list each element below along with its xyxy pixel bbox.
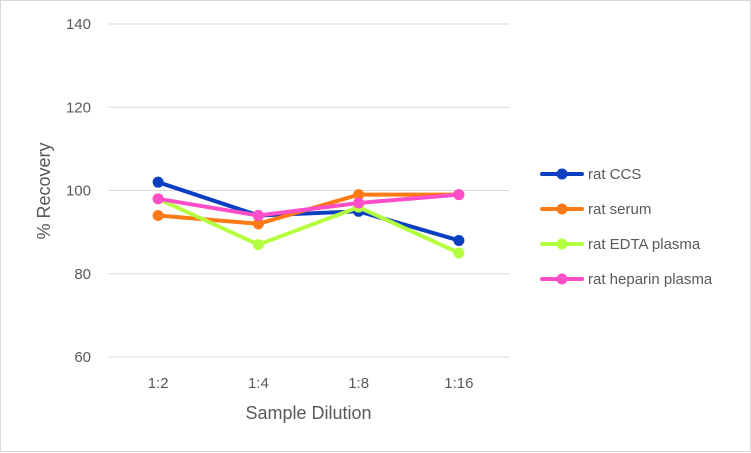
data-point [152, 176, 164, 188]
data-point [453, 234, 465, 246]
y-axis-title: % Recovery [34, 142, 54, 239]
legend-swatch-marker [556, 238, 568, 250]
legend-item: rat heparin plasma [540, 271, 713, 288]
y-tick-label: 60 [74, 349, 91, 366]
legend-swatch-marker [556, 203, 568, 215]
series-rat-edta-plasma [152, 193, 465, 259]
y-axis-ticks: 60 80 100 120 140 [66, 16, 91, 366]
x-tick-label: 1:2 [148, 375, 169, 392]
legend-label: rat CCS [588, 166, 641, 183]
series-line [156, 196, 461, 255]
legend-item: rat EDTA plasma [540, 236, 701, 253]
data-point [252, 218, 264, 230]
legend-item: rat serum [540, 201, 651, 218]
data-point [252, 239, 264, 251]
legend-swatch-marker [556, 273, 568, 285]
y-tick-label: 140 [66, 16, 91, 33]
legend-label: rat EDTA plasma [588, 236, 701, 253]
series-rat-heparin-plasma [152, 189, 465, 221]
data-point [252, 209, 264, 221]
x-tick-label: 1:16 [444, 375, 473, 392]
legend-swatch-marker [556, 168, 568, 180]
x-tick-label: 1:8 [348, 375, 369, 392]
x-axis-title: Sample Dilution [245, 403, 371, 423]
y-tick-label: 100 [66, 183, 91, 200]
series-group [152, 176, 465, 259]
y-tick-label: 80 [74, 266, 91, 283]
series-line [156, 192, 461, 218]
data-point [353, 197, 365, 209]
legend: rat CCS rat serum rat EDTA plasma rat hepar… [540, 166, 713, 288]
x-tick-label: 1:4 [248, 375, 269, 392]
x-axis-ticks: 1:2 1:4 1:8 1:16 [148, 375, 474, 392]
y-tick-label: 120 [66, 99, 91, 116]
gridlines [108, 23, 509, 358]
data-point [152, 193, 164, 205]
legend-label: rat heparin plasma [588, 271, 713, 288]
legend-label: rat serum [588, 201, 651, 218]
series-line [156, 180, 461, 243]
legend-item: rat CCS [540, 166, 641, 183]
data-point [453, 247, 465, 259]
data-point [453, 189, 465, 201]
data-point [152, 209, 164, 221]
data-point [353, 189, 365, 201]
